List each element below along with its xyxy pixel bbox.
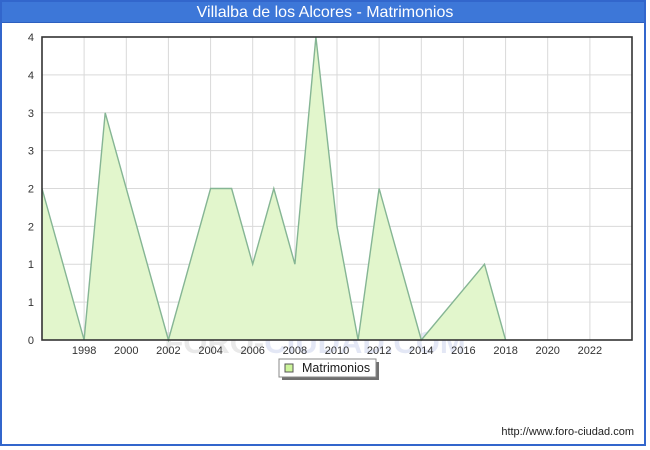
svg-text:2020: 2020 — [535, 345, 559, 357]
svg-text:2012: 2012 — [367, 345, 391, 357]
svg-text:1998: 1998 — [72, 345, 96, 357]
svg-text:2: 2 — [28, 221, 34, 233]
svg-text:2010: 2010 — [325, 345, 349, 357]
svg-text:2002: 2002 — [156, 345, 180, 357]
svg-text:3: 3 — [28, 146, 34, 158]
svg-text:2006: 2006 — [240, 345, 264, 357]
svg-text:2: 2 — [28, 184, 34, 196]
svg-text:2008: 2008 — [283, 345, 307, 357]
svg-text:3: 3 — [28, 108, 34, 120]
svg-text:1: 1 — [28, 297, 34, 309]
svg-text:2022: 2022 — [578, 345, 602, 357]
svg-text:Matrimonios: Matrimonios — [302, 361, 370, 375]
svg-text:2014: 2014 — [409, 345, 433, 357]
svg-text:1: 1 — [28, 259, 34, 271]
svg-text:2000: 2000 — [114, 345, 138, 357]
svg-text:2004: 2004 — [198, 345, 222, 357]
svg-text:4: 4 — [28, 70, 34, 82]
svg-text:2016: 2016 — [451, 345, 475, 357]
svg-text:0: 0 — [28, 335, 34, 347]
svg-text:2018: 2018 — [493, 345, 517, 357]
svg-text:4: 4 — [28, 32, 34, 44]
